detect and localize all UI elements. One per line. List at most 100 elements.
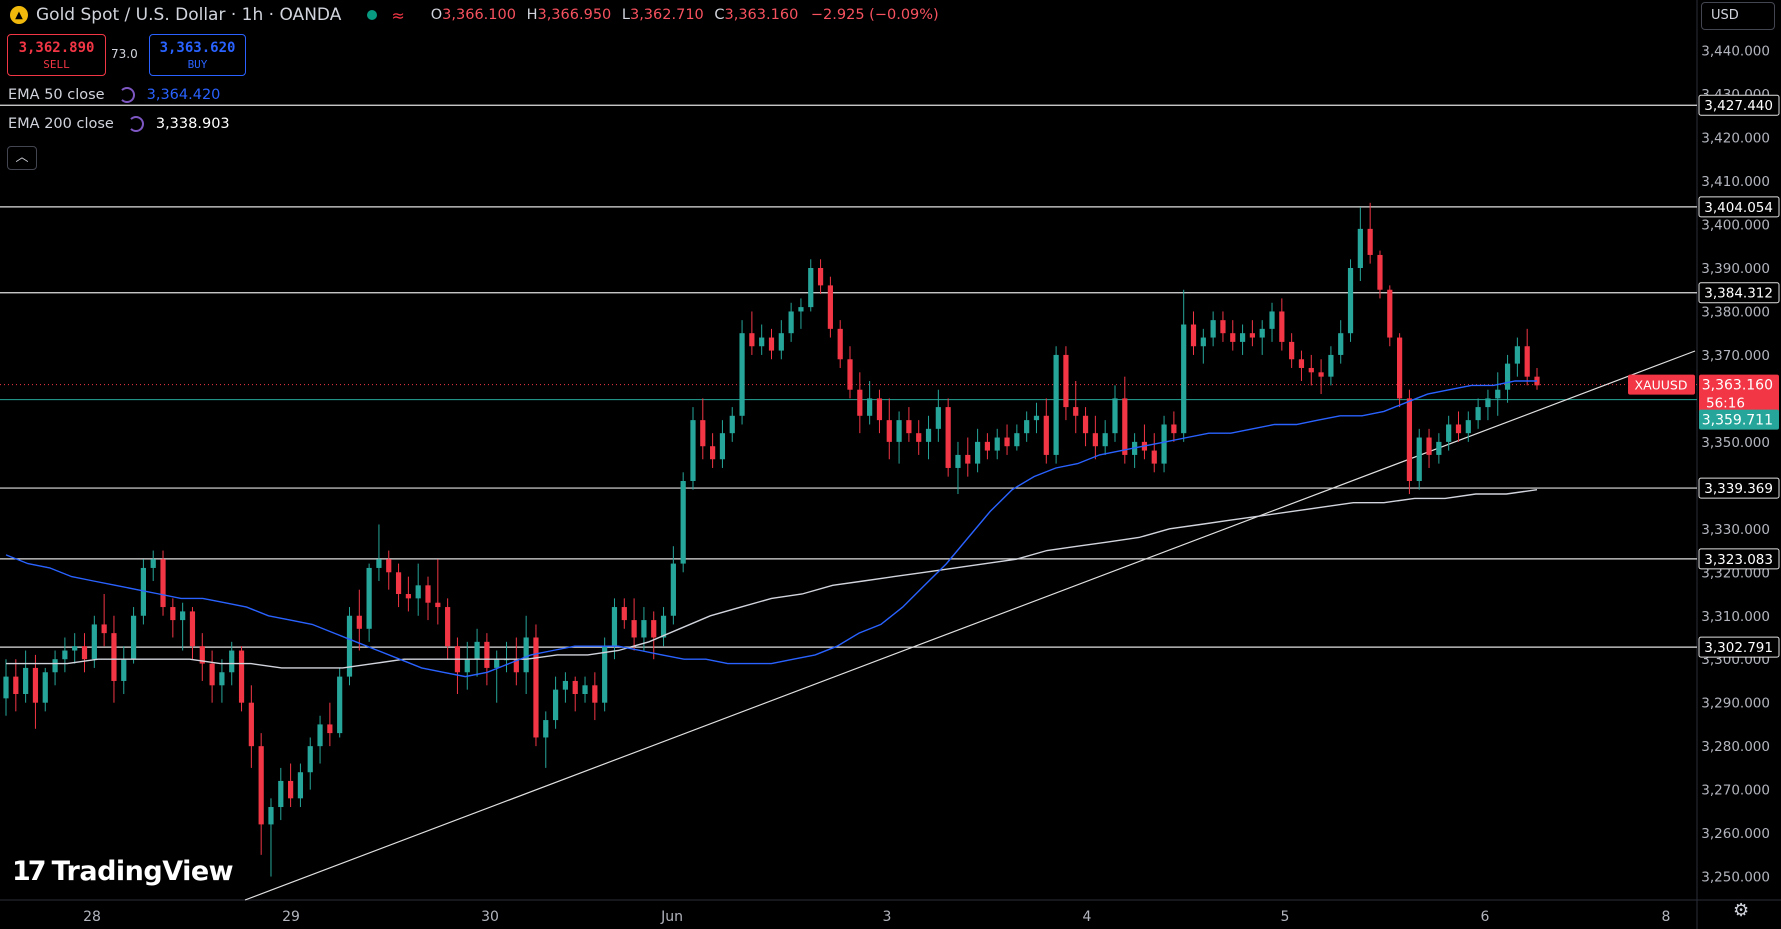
sell-button[interactable]: 3,362.890 SELL [7, 34, 106, 76]
candle [1161, 415, 1167, 473]
candle [386, 550, 392, 590]
candle-body [1436, 441, 1442, 455]
buy-price: 3,363.620 [159, 40, 236, 56]
candle [680, 472, 686, 573]
candle [1269, 302, 1275, 342]
candle-body [837, 328, 843, 360]
candle-body [1210, 320, 1216, 338]
candle [1289, 333, 1295, 368]
candle [337, 667, 343, 738]
indicator-ema50[interactable]: EMA 50 close 3,364.420 [8, 87, 220, 103]
candle [219, 659, 225, 703]
candle-body [1043, 415, 1049, 455]
candle-body [1357, 228, 1363, 268]
x-tick-label: 3 [883, 909, 892, 925]
chevron-up-icon: ︿ [15, 150, 29, 165]
candle [808, 259, 814, 312]
candle [965, 437, 971, 477]
indicator-value: 3,364.420 [146, 87, 221, 103]
collapse-button[interactable]: ︿ [7, 146, 37, 170]
candle [710, 433, 716, 468]
x-tick-label: Jun [660, 909, 683, 925]
candle [1073, 381, 1079, 434]
candle [631, 598, 637, 651]
level-label: 3,339.369 [1704, 481, 1773, 497]
level-label: 3,404.054 [1704, 200, 1773, 216]
candle-body [817, 267, 824, 286]
candle-body [1073, 407, 1079, 416]
candle [1279, 298, 1285, 351]
candle [1308, 354, 1314, 386]
candle-body [965, 454, 971, 464]
candle [366, 563, 372, 642]
candle-body [1387, 289, 1393, 338]
candle-body [445, 607, 451, 647]
candle-body [1406, 398, 1413, 481]
symbol-header[interactable]: ▲ Gold Spot / U.S. Dollar · 1h · OANDA ≈… [10, 4, 939, 26]
candle-body [660, 615, 667, 638]
candle [876, 389, 883, 434]
candle-body [3, 676, 9, 699]
candle-body [1446, 424, 1452, 442]
candle-body [1416, 437, 1422, 481]
candle [611, 598, 618, 660]
candle-body [180, 611, 186, 621]
candle-body [1151, 450, 1157, 464]
candle-body [749, 333, 755, 347]
candle [1426, 428, 1432, 468]
candle [278, 767, 284, 821]
candle-body [935, 407, 941, 429]
candle-body [42, 672, 48, 703]
candle [356, 589, 362, 651]
x-tick-label: 29 [282, 909, 300, 925]
candle-body [867, 398, 873, 416]
candle-body [1367, 228, 1373, 255]
buy-button[interactable]: 3,363.620 BUY [149, 34, 246, 76]
candle [916, 420, 922, 455]
cycle-icon [127, 116, 144, 132]
y-tick-label: 3,400.000 [1701, 218, 1770, 234]
candle [189, 607, 196, 660]
candle [1043, 398, 1049, 464]
candle-body [857, 389, 863, 416]
candle [1259, 320, 1265, 355]
candle [994, 428, 1000, 460]
candle-body [562, 680, 569, 690]
candle [130, 607, 137, 664]
candle-body [1347, 267, 1354, 334]
brand-name: TradingView [51, 856, 234, 887]
currency-selector[interactable]: USD [1701, 2, 1775, 30]
candle-body [317, 724, 323, 747]
candle-body [229, 650, 235, 673]
candle [759, 324, 765, 355]
candle [297, 763, 304, 808]
candle [670, 546, 676, 625]
candle [3, 659, 9, 716]
candle-body [1112, 398, 1118, 434]
candle-body [435, 602, 441, 608]
candle-body [582, 685, 588, 694]
candle-body [651, 620, 657, 638]
y-tick-label: 3,440.000 [1701, 44, 1770, 60]
candle [817, 259, 824, 295]
y-tick-label: 3,260.000 [1701, 826, 1770, 842]
candle-body [238, 650, 245, 703]
candle-body [808, 267, 814, 308]
y-tick-label: 3,390.000 [1701, 261, 1770, 277]
green-level-label: 3,359.711 [1702, 413, 1773, 429]
candle [1053, 346, 1059, 464]
candle [72, 633, 78, 664]
candle-body [1328, 354, 1334, 377]
candle-body [1259, 328, 1265, 338]
candle-body [1465, 420, 1471, 434]
gear-icon[interactable]: ⚙ [1733, 900, 1750, 921]
candle-body [23, 667, 29, 694]
candle [415, 563, 421, 616]
candle-body [1063, 354, 1069, 408]
candle-body [268, 807, 274, 825]
candle-body [984, 441, 991, 451]
indicator-ema200[interactable]: EMA 200 close 3,338.903 [8, 116, 230, 132]
candle [1465, 411, 1471, 442]
x-tick-label: 8 [1662, 909, 1671, 925]
